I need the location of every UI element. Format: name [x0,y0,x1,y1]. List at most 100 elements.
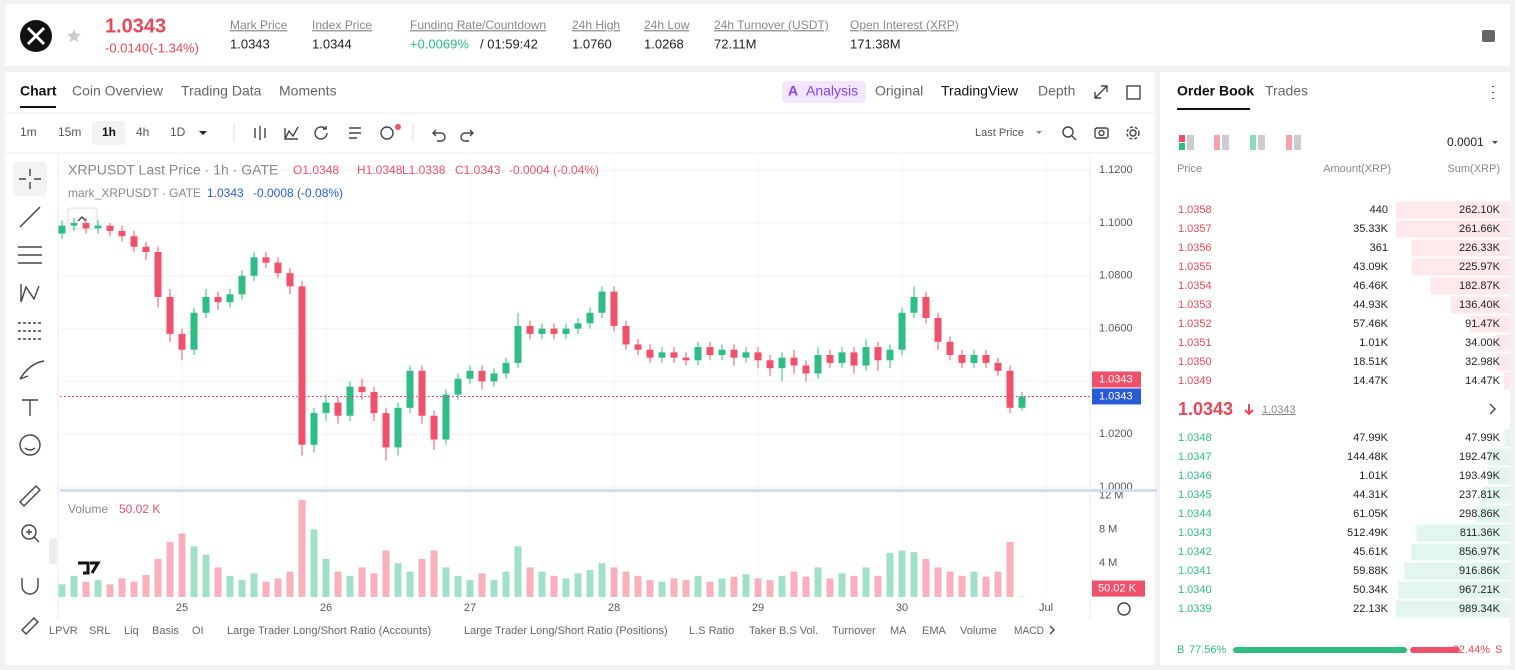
candle-body [898,312,906,350]
indicator[interactable]: MACD [1014,625,1044,637]
view-tab[interactable]: Depth [1038,83,1075,99]
legend-collapse-icon[interactable] [77,216,87,222]
stat-label: Funding Rate/Countdown [410,18,546,32]
indicator[interactable]: SRL [89,625,110,637]
indicator[interactable]: Volume [960,625,997,637]
ob-price[interactable]: 1.0339 [1178,603,1212,615]
indicator[interactable]: LPVR [49,625,78,637]
ob-price[interactable]: 1.0345 [1178,489,1212,501]
indicator[interactable]: Liq [124,625,139,637]
ob-price[interactable]: 1.0343 [1178,527,1212,539]
ob-price[interactable]: 1.0342 [1178,546,1212,558]
interval[interactable]: 1m [20,125,37,139]
candle-body [346,386,354,416]
caret[interactable] [199,131,207,135]
toolbar-icons[interactable] [254,126,1140,142]
volume-bar [586,569,594,597]
analysis-bg[interactable] [782,81,866,103]
view-tab[interactable]: Original [875,83,923,99]
ob-price[interactable]: 1.0354 [1178,280,1212,292]
collapse-handle[interactable] [49,538,57,564]
candle-body [562,328,570,334]
last-price: 1.0343 [105,15,166,37]
ob-price[interactable]: 1.0344 [1178,508,1212,520]
ob-price[interactable]: 1.0355 [1178,261,1212,273]
candle-body [226,294,234,303]
ob-price[interactable]: 1.0348 [1178,432,1212,444]
ob-price[interactable]: 1.0347 [1178,451,1212,463]
stat-value: 1.0344 [312,36,352,51]
ob-price[interactable]: 1.0356 [1178,242,1212,254]
interval[interactable]: 1h [102,125,116,139]
tab[interactable]: Chart [20,83,57,99]
indicator[interactable]: Taker B.S Vol. [749,625,818,637]
mid-chevron[interactable] [1489,403,1496,415]
interval[interactable]: 15m [58,125,81,139]
caret[interactable] [1036,131,1042,134]
drawing-tools[interactable] [18,169,45,635]
ob-price[interactable]: 1.0358 [1178,204,1212,216]
volume-bar [754,578,762,597]
indicator[interactable]: Turnover [832,625,876,637]
volume-bar [562,578,570,597]
caret[interactable] [1492,141,1498,144]
ob-price[interactable]: 1.0350 [1178,356,1212,368]
volume-bar [502,571,510,597]
volume-bar [694,575,702,597]
last-price-label: 1.0343 [1099,373,1133,385]
ob-price[interactable]: 1.0349 [1178,375,1212,387]
volume-bar [238,580,246,597]
indicator[interactable]: Large Trader Long/Short Ratio (Positions… [464,625,668,637]
ob-price[interactable]: 1.0357 [1178,223,1212,235]
ob-sum: 182.87K [1459,280,1501,292]
favorite-star[interactable] [66,29,81,43]
indicator[interactable]: L.S Ratio [689,625,734,637]
volume-bar [982,576,990,597]
volume-bar [142,575,150,597]
indicator[interactable]: OI [192,625,204,637]
ob-price[interactable]: 1.0351 [1178,337,1212,349]
candle-body [142,246,150,253]
ob-amount: 18.51K [1353,356,1389,368]
volume-bar [766,580,774,597]
price-source[interactable]: Last Price [975,127,1024,139]
view-tab[interactable]: TradingView [941,83,1019,99]
ob-price[interactable]: 1.0346 [1178,470,1212,482]
ratio-sell-tag: S [1495,644,1502,656]
depth-bar [1396,220,1510,238]
y-tick-label: 1.0600 [1099,323,1133,335]
tab[interactable]: Moments [279,83,337,99]
indicator[interactable]: MA [890,625,907,637]
stat-countdown: / 01:59:42 [480,36,538,51]
ob-amount: 44.31K [1353,489,1389,501]
tab[interactable]: Trading Data [181,83,262,99]
indicator[interactable]: Basis [152,625,179,637]
interval[interactable]: 1D [170,125,186,139]
ob-tab[interactable]: Order Book [1177,83,1254,99]
volume-bar [598,563,606,597]
more-arrow[interactable] [1049,625,1055,635]
ob-price[interactable]: 1.0353 [1178,299,1212,311]
ob-price[interactable]: 1.0340 [1178,584,1212,596]
indicator[interactable]: EMA [922,625,947,637]
tab[interactable]: Coin Overview [72,83,164,99]
volume-bar [382,550,390,597]
last-price-tag [1092,371,1141,388]
ob-price[interactable]: 1.0341 [1178,565,1212,577]
settings-icon[interactable] [1117,602,1131,616]
header-icon[interactable] [1482,30,1495,42]
interval[interactable]: 4h [136,125,149,139]
indicator[interactable]: Large Trader Long/Short Ratio (Accounts) [227,625,431,637]
volume-bar [514,546,522,597]
ob-price[interactable]: 1.0352 [1178,318,1212,330]
candle-body [430,415,438,440]
chart-window-icons[interactable] [1094,85,1141,100]
view-tab[interactable]: Analysis [806,83,858,99]
ob-column: Price [1177,163,1202,175]
ob-tab[interactable]: Trades [1265,83,1308,99]
ob-layout-icons[interactable] [1179,135,1301,150]
volume-bar [610,567,618,597]
ob-precision[interactable]: 0.0001 [1447,135,1484,149]
x-tick-label: 28 [608,602,620,614]
depth-bar [1396,201,1510,219]
